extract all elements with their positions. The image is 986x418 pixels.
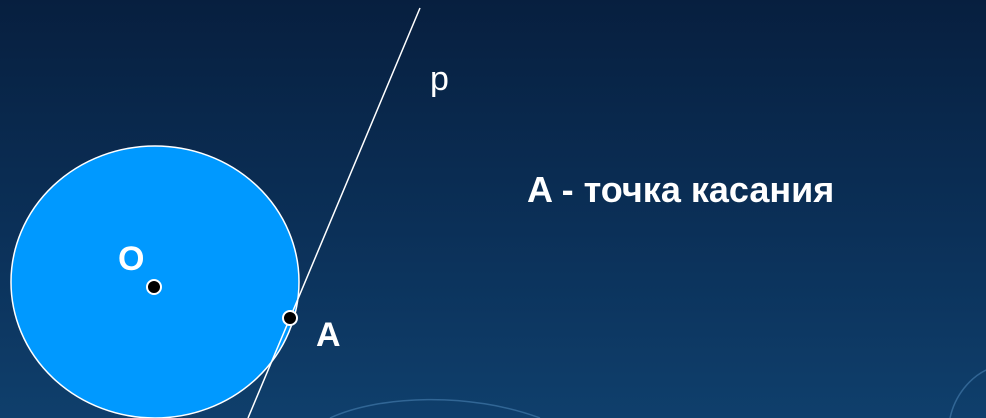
center-point-o	[146, 279, 162, 295]
decorative-swirl-left	[329, 398, 541, 418]
tangent-point-a	[282, 310, 298, 326]
point-label-o: O	[118, 240, 145, 278]
line-label-p: p	[430, 60, 449, 98]
caption-text: A - точка касания	[527, 169, 835, 210]
tangent-line-p	[247, 7, 421, 418]
decorative-swirl-right	[949, 369, 986, 418]
point-label-a: A	[316, 316, 341, 354]
